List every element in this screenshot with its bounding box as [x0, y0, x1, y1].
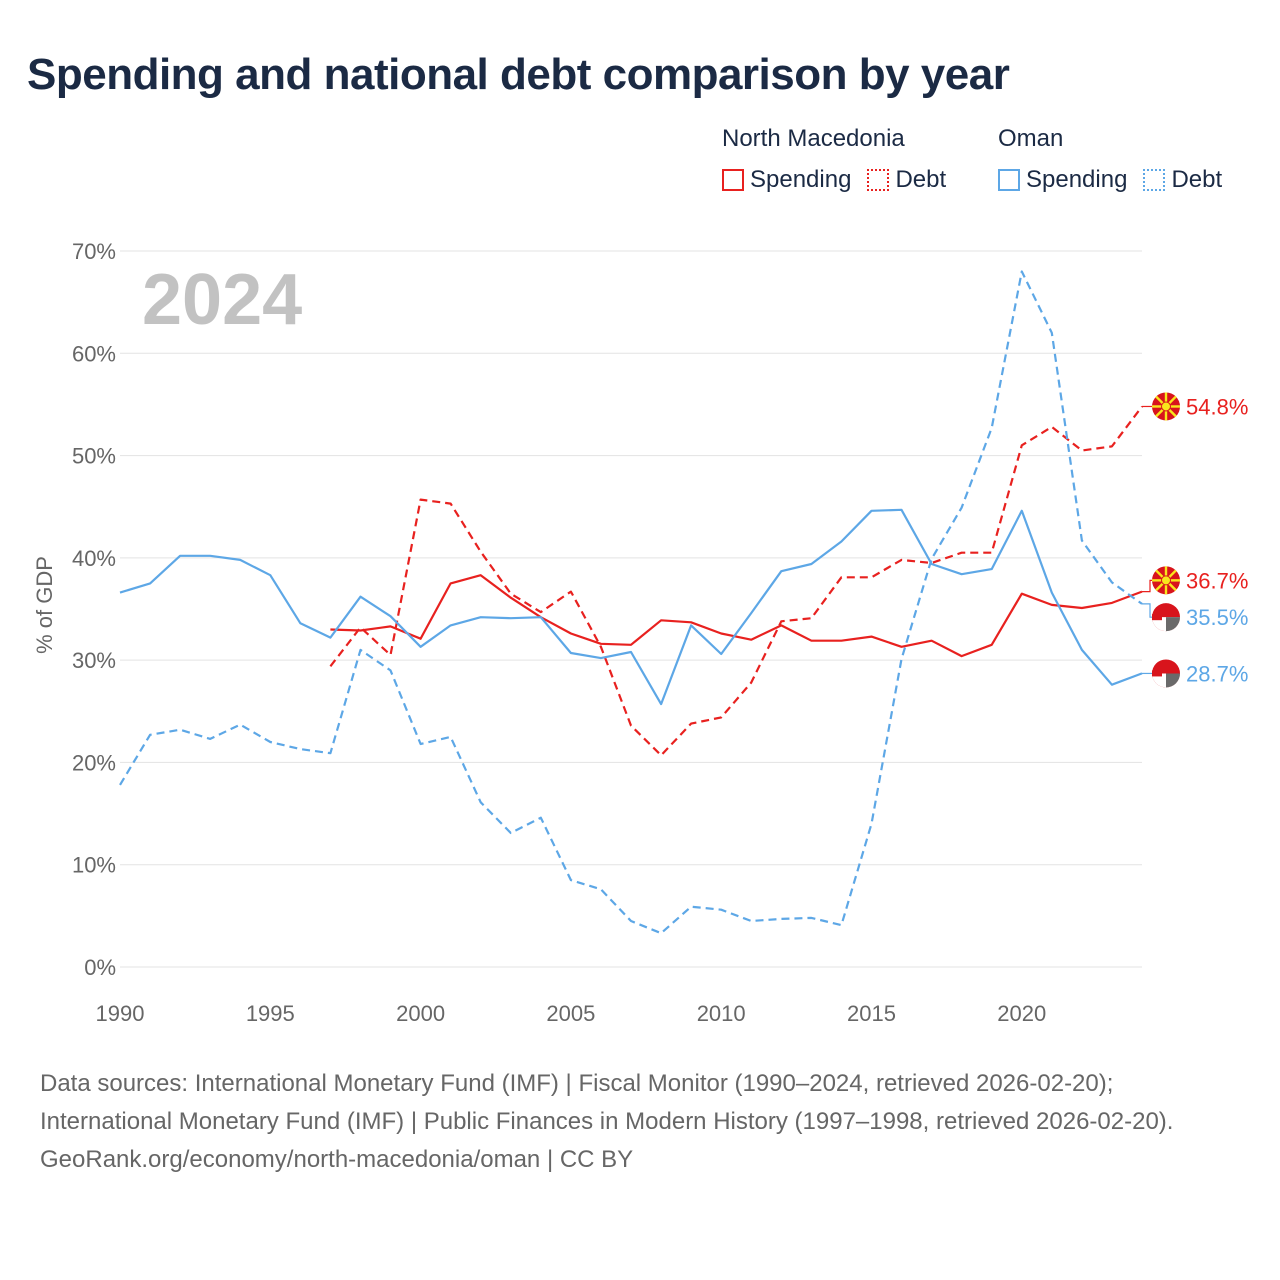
- chart-title: Spending and national debt comparison by…: [27, 50, 1010, 99]
- end-value-label: 35.5%: [1186, 605, 1248, 630]
- credit-link[interactable]: GeoRank.org/economy/north-macedonia/oman…: [40, 1146, 634, 1173]
- end-value-label: 36.7%: [1186, 568, 1248, 593]
- legend-group-name: North Macedonia: [722, 125, 905, 152]
- legend-label: Spending: [750, 166, 852, 193]
- legend-label: Spending: [1026, 166, 1128, 193]
- series-line-north-macedonia-debt[interactable]: [329, 405, 1143, 757]
- x-tick-label: 2020: [997, 1001, 1046, 1026]
- north-macedonia-flag-icon: [1152, 566, 1180, 595]
- legend-swatch-solid: [998, 169, 1020, 191]
- x-tick-label: 2000: [396, 1001, 445, 1026]
- y-tick-label: 70%: [72, 239, 116, 264]
- legend-swatch-dotted: [867, 169, 890, 191]
- legend-item-spending[interactable]: Spending: [722, 166, 851, 194]
- x-tick-label: 2015: [847, 1001, 896, 1026]
- north-macedonia-flag-icon: [1152, 392, 1180, 421]
- series-line-oman-spending[interactable]: [119, 508, 1143, 706]
- oman-flag-icon: [1152, 603, 1181, 632]
- legend-label: Debt: [1171, 166, 1223, 193]
- legend-oman: Oman Spending Debt: [998, 124, 1238, 194]
- line-chart: 0% 10% 20% 30% 40% 50% 60% 70% 1990 1995 2000 2005 2…: [32, 239, 1248, 1026]
- y-tick-label: 40%: [72, 546, 116, 571]
- x-tick-label: 2005: [546, 1001, 595, 1026]
- oman-flag-icon: [1152, 659, 1181, 688]
- x-tick-label: 1995: [246, 1001, 295, 1026]
- end-connector: [1142, 603, 1152, 618]
- y-tick-label: 30%: [72, 648, 116, 673]
- legend-item-debt[interactable]: Debt: [1143, 166, 1222, 194]
- legend-north-macedonia: North Macedonia Spending Debt: [722, 124, 962, 194]
- legend-group-name: Oman: [998, 125, 1064, 152]
- end-value-label: 54.8%: [1186, 394, 1248, 419]
- y-tick-label: 0%: [84, 955, 116, 980]
- legend-item-debt[interactable]: Debt: [867, 166, 946, 194]
- legend-swatch-dotted: [1143, 169, 1166, 191]
- y-tick-label: 20%: [72, 750, 116, 775]
- y-tick-label: 60%: [72, 341, 116, 366]
- data-sources: Data sources: International Monetary Fun…: [40, 1070, 1174, 1135]
- footer: Data sources: International Monetary Fun…: [40, 1065, 1240, 1179]
- series-line-oman-debt[interactable]: [119, 270, 1143, 935]
- end-value-label: 28.7%: [1186, 661, 1248, 686]
- x-tick-label: 1990: [96, 1001, 145, 1026]
- legend-item-spending[interactable]: Spending: [998, 166, 1127, 194]
- series-line-north-macedonia-spending[interactable]: [330, 574, 1143, 658]
- y-tick-label: 10%: [72, 853, 116, 878]
- y-axis-label: % of GDP: [32, 556, 57, 654]
- legend-label: Debt: [895, 166, 947, 193]
- end-connector: [1142, 579, 1152, 593]
- y-tick-label: 50%: [72, 444, 116, 469]
- x-tick-label: 2010: [697, 1001, 746, 1026]
- legend-swatch-solid: [722, 169, 744, 191]
- year-watermark: 2024: [142, 260, 302, 340]
